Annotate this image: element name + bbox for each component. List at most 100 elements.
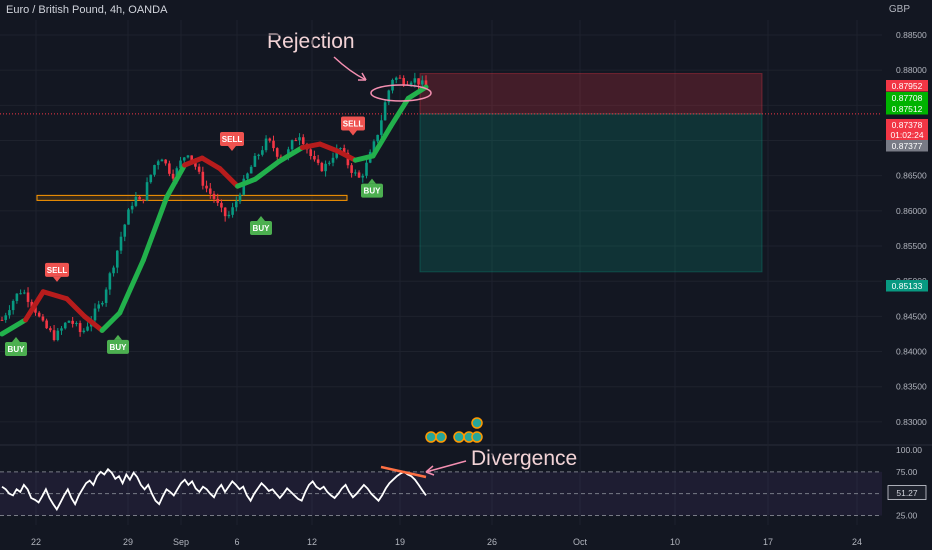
signal-pointer bbox=[12, 336, 20, 342]
price-badge-bg bbox=[886, 103, 928, 115]
trend-line-segment bbox=[140, 194, 170, 263]
candle-body bbox=[253, 155, 257, 167]
signal-badge bbox=[220, 131, 244, 146]
signal-pointer bbox=[53, 276, 61, 282]
price-axis-badge: 0.87708 bbox=[886, 92, 928, 104]
price-axis-badge: 0.87512 bbox=[886, 103, 928, 115]
candle-body bbox=[175, 168, 179, 179]
candle-body bbox=[164, 159, 167, 164]
candle-body bbox=[75, 323, 78, 325]
price-tick-label: 0.83500 bbox=[896, 382, 927, 392]
candle-body bbox=[45, 320, 48, 329]
price-tick-label: 0.86500 bbox=[896, 171, 927, 181]
candle-body bbox=[93, 308, 97, 321]
price-axis-badge: 0.87377 bbox=[886, 140, 928, 152]
signal-pointer bbox=[257, 215, 265, 221]
trend-line-segment bbox=[117, 257, 146, 316]
candle-body bbox=[115, 250, 119, 268]
candle-body bbox=[249, 166, 253, 174]
time-tick-label: Sep bbox=[173, 537, 189, 547]
time-tick-label: 10 bbox=[670, 537, 680, 547]
price-badge-text: 0.87377 bbox=[892, 141, 923, 151]
candle-body bbox=[387, 90, 391, 103]
candle-body bbox=[394, 77, 398, 80]
candle-body bbox=[380, 120, 383, 135]
candle-body bbox=[268, 138, 272, 141]
candle-body bbox=[342, 148, 346, 153]
time-tick-label: 24 bbox=[852, 537, 862, 547]
price-tick-label: 0.86000 bbox=[896, 206, 927, 216]
stop-loss-zone bbox=[419, 73, 763, 115]
signal-badge bbox=[361, 183, 383, 198]
candle-body bbox=[156, 161, 160, 166]
price-badge-text: 01:02:24 bbox=[890, 130, 923, 140]
signal-label: SELL bbox=[222, 135, 243, 144]
candle-body bbox=[275, 148, 279, 157]
candle-body bbox=[108, 273, 112, 290]
trend-line-segment bbox=[352, 153, 376, 163]
candle-body bbox=[34, 307, 37, 313]
candle-body bbox=[223, 207, 227, 217]
candle-body bbox=[261, 150, 264, 155]
signal-label: BUY bbox=[8, 345, 26, 354]
trend-line-segment bbox=[81, 313, 105, 333]
time-tick-label: 19 bbox=[395, 537, 405, 547]
sell-signal: SELL bbox=[341, 116, 365, 136]
divergence-annotation: Divergence bbox=[471, 447, 578, 470]
candle-body bbox=[119, 236, 123, 251]
trend-line-segment bbox=[99, 310, 123, 333]
divergence-arrowhead bbox=[425, 465, 435, 476]
price-tick-label: 0.85500 bbox=[896, 241, 927, 251]
signal-label: SELL bbox=[47, 266, 68, 275]
candle-body bbox=[23, 292, 26, 294]
candle-body bbox=[4, 315, 8, 320]
candle-body bbox=[52, 330, 56, 341]
trend-line-segment bbox=[317, 141, 341, 154]
signal-badge bbox=[107, 339, 129, 354]
rejection-ellipse bbox=[370, 84, 432, 102]
candle-body bbox=[301, 137, 305, 145]
trend-line-segment bbox=[182, 155, 205, 168]
candle-body bbox=[19, 293, 22, 295]
candle-body bbox=[331, 157, 335, 163]
candle-body bbox=[78, 323, 82, 333]
trend-line-segment bbox=[335, 148, 358, 163]
candle-body bbox=[354, 172, 357, 174]
buy-signal: BUY bbox=[5, 336, 27, 356]
price-badge-bg bbox=[886, 140, 928, 152]
candle-body bbox=[0, 319, 4, 321]
candle-body bbox=[246, 173, 249, 179]
candle-body bbox=[67, 320, 71, 323]
candle-body bbox=[238, 194, 242, 202]
candle-body bbox=[8, 310, 11, 316]
candle-body bbox=[60, 328, 63, 331]
candle-body bbox=[134, 196, 138, 206]
candle-body bbox=[82, 330, 86, 333]
price-axis-badge: 0.87952 bbox=[886, 80, 928, 92]
trend-line-segment bbox=[40, 289, 70, 302]
take-profit-zone bbox=[419, 113, 763, 273]
candle-body bbox=[242, 178, 246, 195]
price-badge-text: 0.85133 bbox=[892, 281, 923, 291]
candle-body bbox=[149, 174, 153, 183]
time-tick-label: 22 bbox=[31, 537, 41, 547]
signal-pointer bbox=[349, 130, 357, 136]
price-badge-text: 0.87512 bbox=[892, 104, 923, 114]
rsi-tick-label: 25.00 bbox=[896, 511, 918, 521]
candle-body bbox=[97, 304, 101, 309]
candle-body bbox=[123, 224, 127, 237]
rsi-line bbox=[1, 467, 427, 512]
candle-body bbox=[49, 328, 52, 331]
time-tick-label: 12 bbox=[307, 537, 317, 547]
candle-body bbox=[220, 202, 223, 208]
trend-line-segment bbox=[64, 296, 87, 319]
candle-body bbox=[86, 326, 89, 331]
candle-body bbox=[264, 138, 268, 151]
candle-body bbox=[15, 293, 19, 301]
candle-body bbox=[361, 175, 365, 178]
trend-line-segment bbox=[299, 141, 323, 151]
price-tick-label: 0.88000 bbox=[896, 65, 927, 75]
signal-label: BUY bbox=[253, 224, 271, 233]
trend-line-segment bbox=[370, 123, 394, 159]
